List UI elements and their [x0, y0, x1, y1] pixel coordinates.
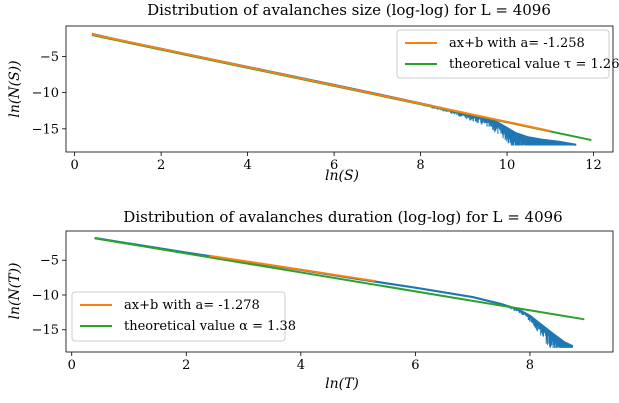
size-chart-xtick-label: 6 [330, 158, 338, 173]
duration-chart-xtick-label: 0 [68, 358, 76, 373]
duration-chart-ylabel: ln(N(T)) [7, 263, 23, 320]
duration-chart-xtick-label: 6 [411, 358, 419, 373]
size-chart-plot-area [91, 32, 592, 146]
size-chart-xtick-label: 4 [243, 158, 251, 173]
size-chart-xtick-label: 8 [416, 158, 424, 173]
duration-chart-frame [65, 230, 614, 353]
duration-chart-ticks: 0 2 4 6 8 −5 −10 −15 [32, 254, 535, 373]
size-chart-xtick-label: 10 [499, 158, 516, 173]
duration-chart-ytick-label: −15 [32, 323, 59, 338]
duration-chart-xtick-label: 8 [526, 358, 534, 373]
duration-chart-theory-line [94, 237, 585, 321]
duration-chart-title: Distribution of avalanches duration (log… [123, 208, 562, 226]
size-chart-ytick-label: −10 [32, 86, 59, 101]
size-chart-xtick-label: 0 [71, 158, 79, 173]
duration-chart-fit-line [209, 254, 376, 283]
size-chart-legend: ax+b with a= -1.258 theoretical value τ … [396, 29, 619, 79]
size-chart: Distribution of avalanches size (log-log… [7, 1, 619, 184]
size-chart-frame [65, 25, 614, 153]
size-chart-ylabel: ln(N(S)) [7, 60, 23, 117]
duration-chart: Distribution of avalanches duration (log… [7, 208, 614, 392]
duration-chart-plot-area [94, 236, 585, 348]
duration-chart-ytick-label: −10 [32, 288, 59, 303]
size-chart-legend-fit-label: ax+b with a= -1.258 [449, 36, 585, 51]
size-chart-ytick-label: −15 [32, 122, 59, 137]
duration-chart-data-line [94, 236, 574, 348]
duration-chart-xtick-label: 4 [297, 358, 305, 373]
size-chart-fit-line [91, 33, 551, 132]
duration-chart-ytick-label: −5 [40, 254, 59, 269]
size-chart-ticks: 0 2 4 6 8 10 12 −5 −10 −15 [32, 50, 602, 173]
size-chart-xtick-label: 2 [157, 158, 165, 173]
duration-chart-legend-theory-label: theoretical value α = 1.38 [124, 319, 296, 334]
size-chart-xlabel: ln(S) [325, 168, 359, 184]
duration-chart-xtick-label: 2 [182, 358, 190, 373]
duration-chart-legend: ax+b with a= -1.278 theoretical value α … [71, 291, 296, 342]
duration-chart-legend-fit-label: ax+b with a= -1.278 [124, 298, 260, 313]
size-chart-legend-box [396, 29, 610, 79]
duration-chart-legend-box [71, 291, 286, 342]
duration-chart-xlabel: ln(T) [325, 376, 359, 392]
size-chart-xtick-label: 12 [585, 158, 602, 173]
size-chart-legend-theory-label: theoretical value τ = 1.26 [449, 57, 619, 72]
size-chart-ytick-label: −5 [40, 50, 59, 65]
size-chart-title: Distribution of avalanches size (log-log… [147, 1, 551, 19]
